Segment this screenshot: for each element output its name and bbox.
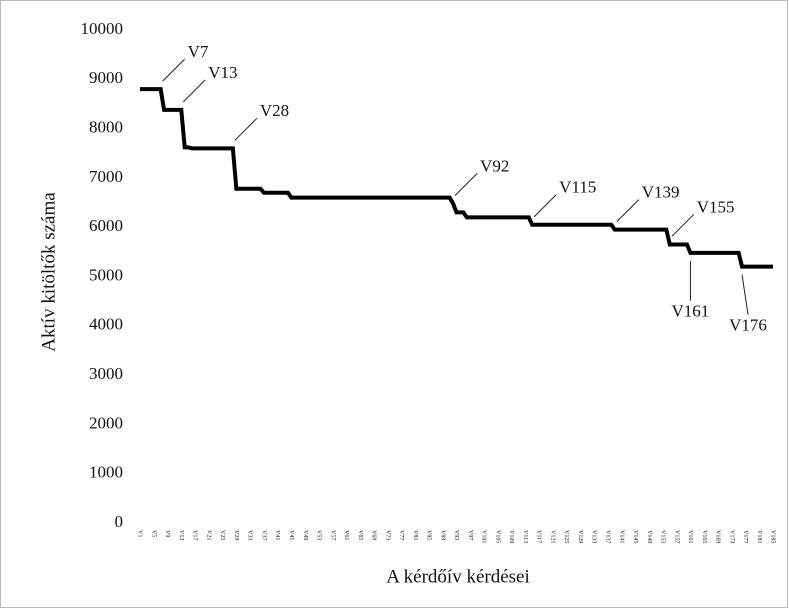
- leader-line: [741, 274, 749, 315]
- x-tick-label: V65: [357, 530, 363, 540]
- annotation: V28: [260, 101, 289, 120]
- x-tick-label: V185: [770, 530, 776, 543]
- x-tick-label: V49: [302, 530, 308, 540]
- x-tick-label: V177: [742, 530, 748, 543]
- x-tick-label: V37: [260, 530, 266, 540]
- x-tick-label: V5: [150, 530, 156, 537]
- y-tick-label: 5000: [89, 265, 123, 284]
- x-tick-label: V73: [384, 530, 390, 540]
- x-tick-label: V169: [715, 530, 721, 543]
- x-tick-label: V117: [536, 530, 542, 543]
- x-tick-label: V137: [604, 530, 610, 543]
- x-tick-label: V21: [205, 530, 211, 540]
- leader-line: [533, 194, 557, 218]
- leader-line: [671, 214, 695, 237]
- x-tick-label: V45: [288, 530, 294, 540]
- x-tick-label: V1: [137, 530, 143, 537]
- annotation: V115: [559, 178, 596, 197]
- x-tick-label: V29: [233, 530, 239, 540]
- x-tick-label: V121: [549, 530, 555, 543]
- x-tick-label: V89: [439, 530, 445, 540]
- x-tick-label: V97: [467, 530, 473, 540]
- y-tick-label: 2000: [89, 413, 123, 432]
- x-tick-label: V129: [577, 530, 583, 543]
- annotation: V7: [188, 42, 209, 61]
- annotation: V92: [480, 156, 509, 175]
- y-tick-label: 9000: [89, 68, 123, 87]
- y-tick-label: 4000: [89, 315, 123, 334]
- x-tick-label: V101: [481, 530, 487, 543]
- x-tick-label: V105: [494, 530, 500, 543]
- x-tick-label: V85: [426, 530, 432, 540]
- y-axis-label: Aktív kitöltők száma: [38, 192, 59, 352]
- annotation: V176: [729, 316, 767, 335]
- x-tick-label: V41: [274, 530, 280, 540]
- leader-line: [454, 173, 478, 196]
- x-tick-label: V13: [178, 530, 184, 540]
- x-tick-label: V25: [219, 530, 225, 540]
- x-tick-label: V53: [316, 530, 322, 540]
- x-tick-label: V77: [398, 530, 404, 540]
- x-tick-label: V33: [247, 530, 253, 540]
- x-tick-label: V153: [660, 530, 666, 543]
- x-tick-label: V173: [728, 530, 734, 543]
- y-tick-label: 3000: [89, 364, 123, 383]
- x-tick-label: V113: [522, 530, 528, 543]
- x-axis-label: A kérdőív kérdései: [386, 566, 530, 587]
- y-tick-label: 10000: [81, 19, 124, 38]
- y-tick-label: 0: [115, 512, 124, 531]
- annotation: V13: [208, 63, 237, 82]
- annotation: V155: [697, 197, 735, 216]
- leader-line: [616, 199, 640, 223]
- y-tick-label: 1000: [89, 463, 123, 482]
- x-tick-label: V125: [563, 530, 569, 543]
- y-tick-label: 8000: [89, 118, 123, 137]
- data-line: [140, 87, 773, 269]
- y-tick-label: 6000: [89, 216, 123, 235]
- x-tick-label: V17: [192, 530, 198, 540]
- x-tick-label: V133: [591, 530, 597, 543]
- leader-line: [162, 58, 185, 82]
- x-tick-label: V145: [632, 530, 638, 543]
- x-tick-label: V109: [508, 530, 514, 543]
- x-tick-label: V69: [371, 530, 377, 540]
- x-tick-label: V161: [687, 530, 693, 543]
- y-tick-label: 7000: [89, 167, 123, 186]
- x-tick-label: V141: [618, 530, 624, 543]
- x-tick-label: V9: [164, 530, 170, 537]
- x-tick-label: V165: [701, 530, 707, 543]
- leader-line: [234, 117, 258, 141]
- annotation: V161: [672, 302, 710, 321]
- x-tick-label: V181: [756, 530, 762, 543]
- x-tick-label: V157: [673, 530, 679, 543]
- x-tick-label: V61: [343, 530, 349, 540]
- x-tick-label: V93: [453, 530, 459, 540]
- x-tick-label: V149: [646, 530, 652, 543]
- x-tick-label: V57: [329, 530, 335, 540]
- leader-line: [182, 79, 206, 103]
- annotation: V139: [642, 183, 680, 202]
- x-tick-label: V81: [412, 530, 418, 540]
